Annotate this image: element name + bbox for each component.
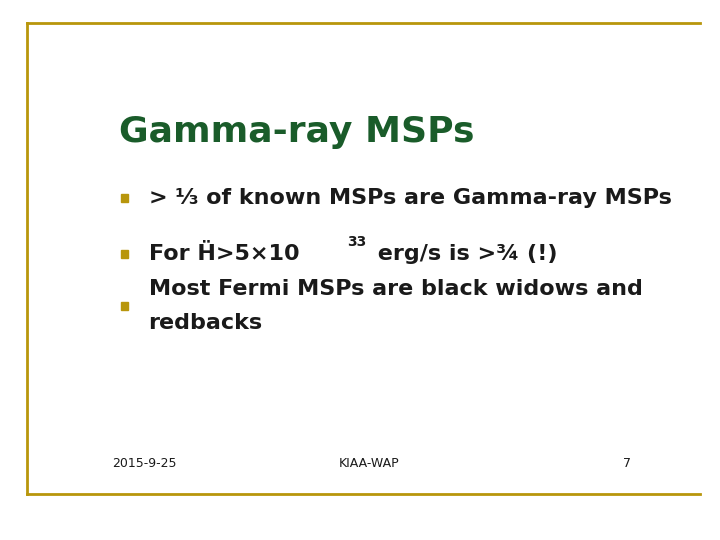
Bar: [121, 250, 128, 258]
Text: KIAA-WAP: KIAA-WAP: [338, 457, 400, 470]
Text: 33: 33: [347, 235, 366, 249]
Bar: [121, 194, 128, 201]
Text: For Ḧ>5×10: For Ḧ>5×10: [148, 244, 300, 264]
Text: 7: 7: [624, 457, 631, 470]
Text: Gamma-ray MSPs: Gamma-ray MSPs: [119, 114, 474, 148]
Text: 2015-9-25: 2015-9-25: [112, 457, 177, 470]
Text: > ⅓ of known MSPs are Gamma-ray MSPs: > ⅓ of known MSPs are Gamma-ray MSPs: [148, 188, 672, 208]
Bar: [121, 302, 128, 310]
Text: Most Fermi MSPs are black widows and: Most Fermi MSPs are black widows and: [148, 279, 642, 299]
Text: erg/s is >¾ (!): erg/s is >¾ (!): [370, 244, 557, 264]
Text: redbacks: redbacks: [148, 313, 263, 333]
